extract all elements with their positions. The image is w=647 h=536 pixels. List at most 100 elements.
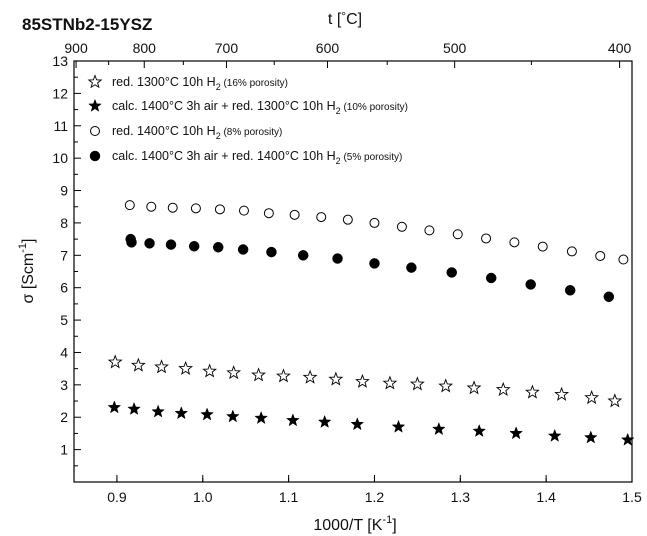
y-axis-title: σ [Scm-1] xyxy=(17,239,37,304)
data-point xyxy=(431,421,446,436)
y-tick-label: 9 xyxy=(60,183,68,199)
data-point xyxy=(167,202,178,213)
data-point xyxy=(525,384,540,399)
data-point xyxy=(369,258,380,269)
data-point xyxy=(446,267,457,278)
data-point xyxy=(107,354,123,369)
top-tick-label: 500 xyxy=(443,40,467,56)
top-tick-label: 700 xyxy=(215,40,239,56)
data-point xyxy=(396,221,407,232)
legend-marker xyxy=(88,98,102,112)
x-axis: 0.9 1.0 1.1 1.2 1.3 1.4 1.5 xyxy=(107,475,642,505)
data-point xyxy=(151,404,165,418)
y-tick-label: 11 xyxy=(53,118,68,134)
top-axis: 900 800 700 600 500 400 xyxy=(64,40,631,68)
data-point xyxy=(595,250,606,261)
data-point xyxy=(302,369,318,384)
series-3 xyxy=(124,200,629,265)
data-point xyxy=(537,241,548,252)
top-tick-label: 800 xyxy=(133,40,157,56)
data-point xyxy=(254,410,269,425)
data-point xyxy=(188,240,200,252)
x-tick-label: 1.5 xyxy=(622,489,642,505)
top-tick-label: 600 xyxy=(316,40,340,56)
data-point xyxy=(126,237,137,248)
data-point xyxy=(466,380,482,395)
data-point xyxy=(603,291,615,303)
data-point xyxy=(382,375,398,390)
data-point xyxy=(174,406,189,420)
legend-label: red. 1300°C 10h H2 (16% porosity) xyxy=(112,75,288,92)
legend-item: calc. 1400°C 3h air + red. 1400°C 10h H2… xyxy=(89,149,402,166)
data-point xyxy=(130,357,146,372)
data-point xyxy=(564,285,576,296)
data-point xyxy=(452,229,463,240)
data-point xyxy=(525,279,536,290)
data-point xyxy=(391,419,406,433)
data-point xyxy=(238,205,249,216)
x-tick-label: 0.9 xyxy=(107,489,127,505)
y-tick-label: 8 xyxy=(60,215,68,231)
top-tick-label: 900 xyxy=(64,40,88,56)
data-point xyxy=(124,200,135,211)
series-layer xyxy=(107,200,635,446)
x-tick-label: 1.4 xyxy=(536,489,556,505)
legend-item: red. 1400°C 10h H2 (8% porosity) xyxy=(90,124,282,141)
y-tick-label: 3 xyxy=(60,377,68,393)
data-point xyxy=(342,214,353,225)
data-point xyxy=(266,246,277,258)
legend-item: calc. 1400°C 3h air + red. 1300°C 10h H2… xyxy=(88,98,408,116)
data-point xyxy=(584,390,600,405)
data-point xyxy=(286,413,300,427)
data-point xyxy=(328,371,344,386)
data-point xyxy=(547,428,562,442)
x-tick-label: 1.1 xyxy=(279,489,299,505)
data-point xyxy=(406,262,417,273)
data-point xyxy=(297,250,309,261)
data-point xyxy=(355,373,370,388)
series-1 xyxy=(107,354,623,408)
data-point xyxy=(332,253,343,264)
degree-symbol: ° xyxy=(341,9,346,23)
data-point xyxy=(316,212,327,223)
data-point xyxy=(583,430,598,444)
data-point xyxy=(509,237,520,248)
x-axis-title: 1000/T [K-1] xyxy=(313,514,396,534)
legend-marker xyxy=(87,74,103,89)
data-point xyxy=(317,414,332,428)
data-point xyxy=(144,238,155,249)
y-tick-label: 1 xyxy=(60,442,68,458)
data-point xyxy=(146,201,157,212)
data-point xyxy=(607,393,623,408)
data-point xyxy=(424,225,435,236)
x-tick-label: 1.0 xyxy=(193,489,213,505)
data-point xyxy=(107,400,122,414)
data-point xyxy=(350,417,365,431)
legend-label: calc. 1400°C 3h air + red. 1400°C 10h H2… xyxy=(112,149,402,166)
data-point xyxy=(202,363,218,378)
data-point xyxy=(369,217,380,228)
data-point xyxy=(154,359,169,374)
legend-marker xyxy=(90,126,100,136)
y-tick-label: 10 xyxy=(52,150,68,166)
y-tick-label: 12 xyxy=(52,85,68,101)
legend-label: calc. 1400°C 3h air + red. 1300°C 10h H2… xyxy=(112,99,408,116)
legend-marker xyxy=(89,150,101,162)
data-point xyxy=(495,381,511,396)
data-point xyxy=(409,376,425,391)
data-point xyxy=(472,423,487,437)
y-tick-label: 5 xyxy=(60,312,68,328)
x-tick-label: 1.2 xyxy=(365,489,385,505)
data-point xyxy=(200,407,214,421)
data-point xyxy=(127,401,141,415)
y-tick-label: 13 xyxy=(52,53,68,69)
data-point xyxy=(481,233,492,244)
top-tick-label: 400 xyxy=(608,40,632,56)
data-point xyxy=(566,246,577,257)
legend-item: red. 1300°C 10h H2 (16% porosity) xyxy=(87,74,288,92)
chart-title: 85STNb2-15YSZ xyxy=(22,15,152,34)
data-point xyxy=(251,367,266,382)
series-2 xyxy=(107,400,635,446)
data-point xyxy=(178,360,194,375)
